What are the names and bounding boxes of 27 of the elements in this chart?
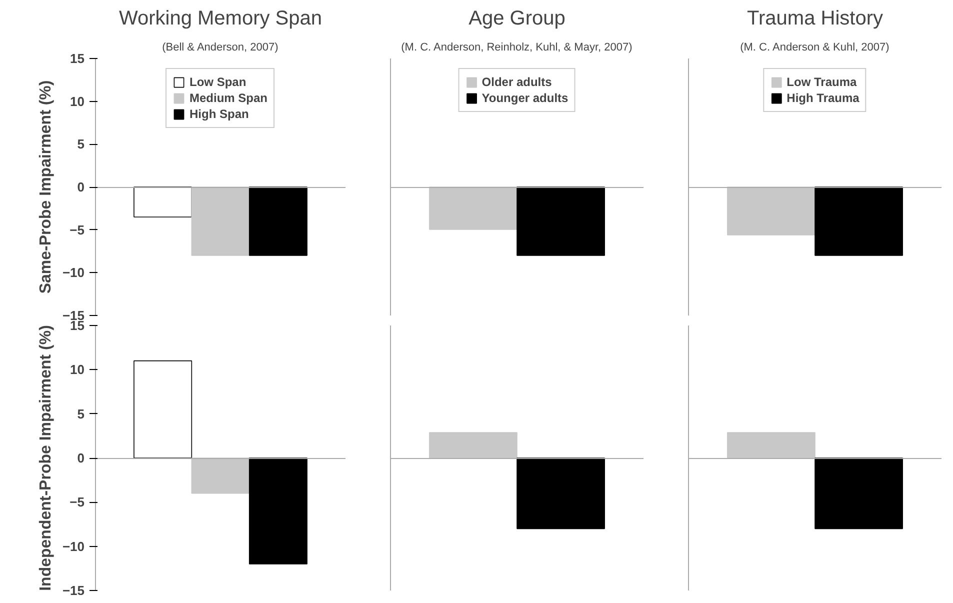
y-axis-title: Independent-Probe Impairment (%) bbox=[37, 325, 54, 591]
legend-label: Low Span bbox=[189, 75, 246, 89]
y-tick-label: 5 bbox=[77, 406, 85, 422]
chart-subtitle: (Bell & Anderson, 2007) bbox=[162, 42, 278, 54]
y-tick-label: 0 bbox=[77, 180, 85, 194]
y-tick-label: 15 bbox=[70, 51, 85, 66]
y-tick-label: −10 bbox=[62, 265, 85, 280]
y-axis-title: Same-Probe Impairment (%) bbox=[37, 80, 54, 294]
chart-title: Trauma History bbox=[747, 8, 883, 30]
legend-label: High Trauma bbox=[786, 91, 860, 105]
legend-label: High Span bbox=[189, 107, 249, 121]
legend-label: Medium Span bbox=[189, 91, 268, 105]
chart-subtitle: (M. C. Anderson & Kuhl, 2007) bbox=[740, 42, 890, 54]
legend-label: Older adults bbox=[482, 75, 552, 89]
y-tick-label: −15 bbox=[62, 583, 85, 598]
legend-label: Younger adults bbox=[482, 91, 568, 105]
y-tick-label: −5 bbox=[70, 494, 85, 510]
y-tick-label: −10 bbox=[62, 538, 85, 554]
y-tick-label: −5 bbox=[70, 222, 85, 238]
chart-title: Working Memory Span bbox=[118, 8, 322, 30]
chart-title: Age Group bbox=[468, 8, 566, 30]
y-tick-label: 0 bbox=[77, 450, 85, 466]
legend-label: Low Trauma bbox=[786, 75, 857, 89]
y-tick-label: 5 bbox=[77, 136, 85, 152]
y-tick-label: 10 bbox=[70, 94, 85, 109]
y-tick-label: 10 bbox=[70, 362, 85, 378]
chart-subtitle: (M. C. Anderson, Reinholz, Kuhl, & Mayr, 2007) bbox=[401, 42, 632, 54]
